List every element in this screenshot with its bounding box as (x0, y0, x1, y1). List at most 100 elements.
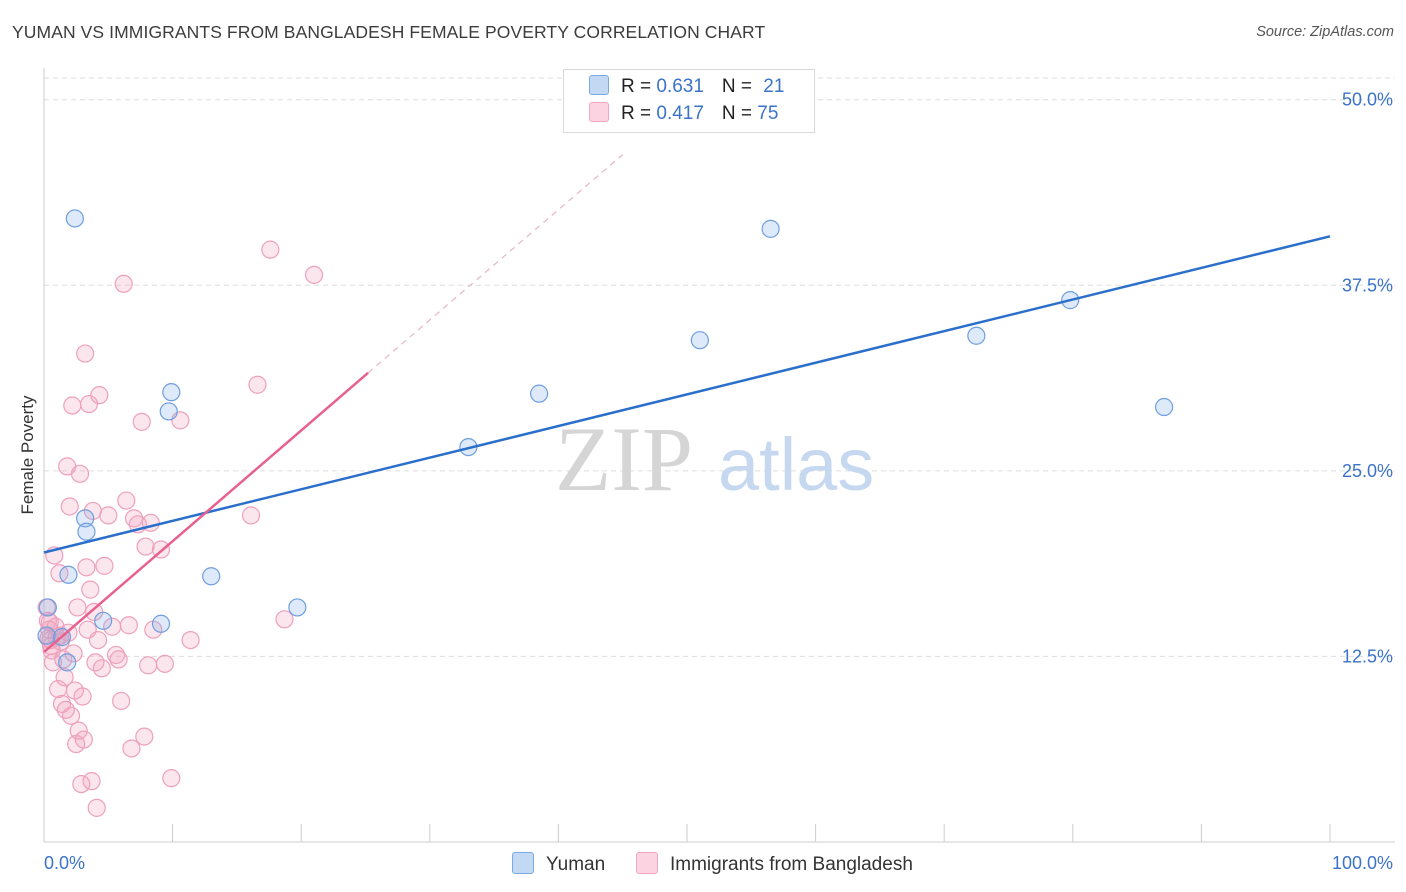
yuman-point (761, 219, 780, 238)
yuman-point (58, 653, 77, 672)
bangladesh-point (122, 739, 141, 758)
yuman-point (94, 611, 113, 630)
yuman-point (690, 331, 709, 350)
legend-item-yuman[interactable]: Yuman (512, 852, 605, 876)
yuman-point (59, 565, 78, 584)
yuman-point (151, 614, 171, 633)
yuman-point (159, 402, 178, 421)
bangladesh-point (248, 375, 267, 394)
bangladesh-point (76, 344, 95, 363)
bangladesh-point (73, 687, 92, 706)
bangladesh-point (119, 616, 138, 635)
r-value: 0.417 (656, 103, 704, 124)
bangladesh-point (64, 644, 83, 663)
y-tick-label: 50.0% (1342, 90, 1393, 110)
bangladesh-point (241, 506, 261, 525)
legend-label-yuman: Yuman (546, 854, 606, 875)
bangladesh-point (304, 265, 324, 284)
tick-labels: 12.5% 25.0% 37.5% 50.0% 0.0% 100.0% (44, 90, 1393, 873)
legend-item-bangladesh[interactable]: Immigrants from Bangladesh (636, 852, 913, 876)
bangladesh-point (72, 774, 91, 794)
yuman-trend-line (43, 235, 1331, 554)
bangladesh-point (74, 730, 93, 749)
bangladesh-point (136, 537, 155, 556)
yuman-point (77, 522, 96, 541)
data-points (37, 209, 1174, 817)
bangladesh-point (40, 613, 59, 632)
bangladesh-point (162, 769, 181, 788)
bangladesh-trend-extension (367, 154, 624, 374)
yuman-point (162, 383, 181, 402)
y-tick-label: 37.5% (1342, 275, 1393, 295)
bangladesh-point (56, 700, 75, 719)
bangladesh-point (261, 240, 280, 259)
yuman-point (37, 626, 56, 645)
bangladesh-point (69, 721, 88, 740)
yuman-point (1155, 397, 1174, 417)
yuman-point (65, 209, 84, 228)
n-label: N = (721, 76, 758, 97)
r-label: R = (621, 76, 657, 97)
r-label: R = (621, 103, 657, 124)
bangladesh-point (275, 610, 294, 629)
n-value: 75 (757, 103, 779, 124)
bangladesh-swatch (589, 102, 609, 122)
yuman-legend-swatch (512, 852, 534, 874)
bangladesh-point (81, 580, 100, 599)
bangladesh-point (82, 772, 101, 791)
bangladesh-point (92, 659, 111, 678)
bangladesh-point (112, 691, 131, 711)
bangladesh-point (60, 497, 79, 516)
yuman-point (76, 509, 95, 528)
bangladesh-point (68, 598, 87, 617)
bangladesh-point (90, 386, 109, 405)
yuman-point (288, 598, 307, 617)
bangladesh-point (95, 556, 114, 575)
series-legend: Yuman Immigrants from Bangladesh (0, 852, 1406, 878)
yuman-point (202, 567, 221, 586)
bangladesh-point (70, 464, 90, 483)
bangladesh-point (63, 396, 82, 415)
bangladesh-legend-swatch (636, 852, 658, 874)
yuman-point (530, 384, 549, 403)
bangladesh-trend-line (43, 371, 369, 653)
bangladesh-point (114, 274, 133, 293)
yuman-swatch (589, 75, 609, 95)
bangladesh-point (87, 798, 106, 817)
bangladesh-point (88, 630, 108, 650)
bangladesh-point (135, 727, 154, 746)
watermark: ZIP atlas (555, 408, 874, 510)
bangladesh-point (61, 706, 81, 725)
y-tick-label: 12.5% (1342, 646, 1393, 666)
stats-legend-row-bangladesh: R = 0.417 N = 75 (589, 102, 778, 128)
x-tick-label-max: 100.0% (1332, 853, 1393, 873)
yuman-point (38, 598, 57, 617)
bangladesh-point (50, 564, 69, 583)
source-label: Source: ZipAtlas.com (1256, 24, 1394, 40)
watermark-zip: ZIP (555, 408, 693, 510)
bangladesh-point (99, 506, 118, 525)
yuman-point (967, 326, 986, 345)
bangladesh-point (77, 558, 96, 577)
n-value: 21 (763, 76, 785, 97)
x-tick-label-min: 0.0% (44, 853, 85, 873)
watermark-atlas: atlas (718, 423, 874, 506)
r-value: 0.631 (656, 76, 704, 97)
chart-title: YUMAN VS IMMIGRANTS FROM BANGLADESH FEMA… (12, 22, 766, 42)
axes (43, 68, 1395, 843)
bangladesh-point (139, 656, 158, 675)
bangladesh-point (155, 654, 174, 673)
stats-legend-row-yuman: R = 0.631 N = 21 (589, 75, 784, 101)
bangladesh-point (132, 412, 151, 431)
grid-lines (44, 77, 1395, 657)
bangladesh-point (117, 491, 136, 510)
trend-lines (43, 154, 1331, 653)
y-tick-label: 25.0% (1342, 461, 1393, 481)
bangladesh-point (181, 630, 200, 650)
bangladesh-point (109, 650, 128, 669)
bangladesh-point (55, 668, 74, 687)
n-label: N = (721, 103, 758, 124)
legend-label-bangladesh: Immigrants from Bangladesh (670, 854, 913, 875)
stats-legend: R = 0.631 N = 21 R = 0.417 N = 75 (563, 69, 815, 133)
